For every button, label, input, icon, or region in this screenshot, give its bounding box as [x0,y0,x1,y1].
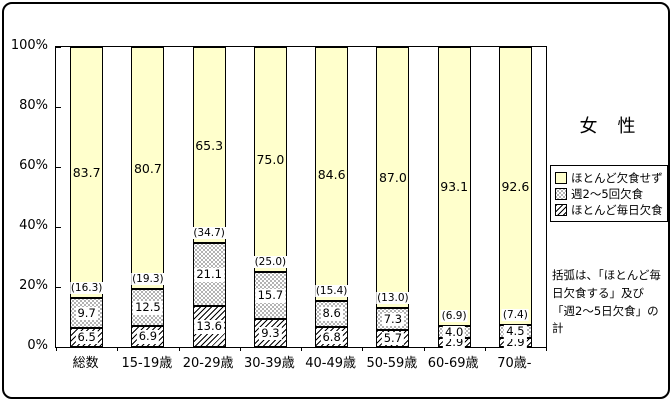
x-axis-tick [546,347,547,351]
value-label-bracket-total: (16.3) [69,282,104,295]
value-label-weekly: 21.1 [194,267,224,282]
value-label-bracket-total: (13.0) [376,291,410,304]
bar-segment-none-総数 [70,47,104,299]
value-label-weekly: 4.0 [442,325,466,340]
value-label-daily: 9.3 [259,325,282,341]
value-label-bracket-total: (19.3) [131,272,165,285]
x-axis-tick [117,347,119,351]
x-axis-label-70歳-: 70歳- [497,356,532,371]
bar-segment-none-30-39歳 [253,47,287,272]
value-label-daily: 5.7 [381,331,405,346]
x-axis-tick [362,347,364,351]
y-axis-tick [56,347,61,348]
x-axis-tick [484,347,486,351]
x-axis-tick [239,347,241,351]
legend-item: ほとんど欠食せず [555,170,663,186]
y-axis-label: 80% [19,98,48,113]
value-label-weekly: 8.6 [320,306,343,321]
bar-segment-none-50-59歳 [376,47,410,308]
value-label-daily: 6.9 [136,329,160,344]
legend-swatch-hatch-icon [555,204,567,216]
x-axis-label-総数: 総数 [72,356,99,371]
value-label-weekly: 4.5 [504,324,527,339]
y-axis-tick [56,227,61,228]
y-axis-label: 100% [10,38,48,53]
value-label-bracket-total: (34.7) [192,226,226,239]
value-label-weekly: 12.5 [133,300,163,315]
legend-item: 週2～5回欠食 [555,186,663,202]
x-axis-label-60-69歳: 60-69歳 [427,356,479,371]
value-label-none: 84.6 [317,166,346,182]
x-axis-label-15-19歳: 15-19歳 [121,356,173,371]
value-label-weekly: 7.3 [381,311,405,326]
x-axis-label-20-29歳: 20-29歳 [182,356,234,371]
y-axis-tick [56,107,61,108]
value-label-bracket-total: (6.9) [440,310,468,323]
x-axis-label-40-49歳: 40-49歳 [305,356,357,371]
x-axis-tick [301,347,302,351]
legend: ほとんど欠食せず 週2～5回欠食ほとんど毎日欠食 [550,165,668,222]
value-label-bracket-total: (7.4) [501,308,529,321]
x-axis-label-50-59歳: 50-59歳 [366,356,418,371]
bar-segment-none-40-49歳 [315,47,349,301]
bar-segment-none-60-69歳 [437,47,471,327]
x-axis-tick [423,347,425,351]
plot-area: 6.5 9.7 (16.3) 83.7 6.9 12.5 (19.3) 80.7 13.6 21.… [55,46,547,351]
value-label-none: 87.0 [378,170,407,186]
value-label-daily: 13.6 [194,319,224,334]
chart-title: 女 性 [579,116,637,137]
value-label-none: 80.7 [133,160,162,176]
legend-swatch-solid-icon [555,172,567,184]
y-axis-label: 20% [19,278,48,293]
value-label-daily: 2.9 [504,335,527,350]
y-axis-tick [56,287,61,288]
value-label-daily: 6.5 [75,330,98,345]
y-axis-label: 60% [19,158,48,173]
bar-segment-none-15-19歳 [131,47,165,289]
y-axis-label: 40% [19,218,48,233]
value-label-weekly: 9.7 [75,305,98,320]
x-axis-tick [56,347,57,351]
x-axis-label-30-39歳: 30-39歳 [243,356,295,371]
y-axis-tick [56,167,61,168]
value-label-none: 93.1 [440,179,469,195]
value-label-none: 92.6 [501,178,530,194]
value-label-bracket-total: (15.4) [314,284,349,297]
y-axis-label: 0% [27,338,48,353]
legend-label: ほとんど毎日欠食 [571,203,663,217]
value-label-bracket-total: (25.0) [253,255,288,268]
bar-segment-none-20-29歳 [192,47,226,243]
bar-segment-none-70歳- [498,47,532,325]
legend-swatch-dots-icon [555,188,567,200]
legend-label: 週2～5回欠食 [571,187,644,201]
legend-label: ほとんど欠食せず [571,171,663,185]
bracket-note: 括弧は、「ほとんど毎日欠食する」及び「週2～5日欠食」の計 [552,268,661,336]
value-label-none: 65.3 [195,137,224,153]
legend-item: ほとんど毎日欠食 [555,202,663,218]
x-axis-tick [178,347,180,351]
value-label-none: 83.7 [72,165,101,181]
y-axis-tick [56,47,61,48]
value-label-none: 75.0 [256,152,285,168]
value-label-daily: 6.8 [320,329,343,344]
value-label-weekly: 15.7 [255,288,286,303]
